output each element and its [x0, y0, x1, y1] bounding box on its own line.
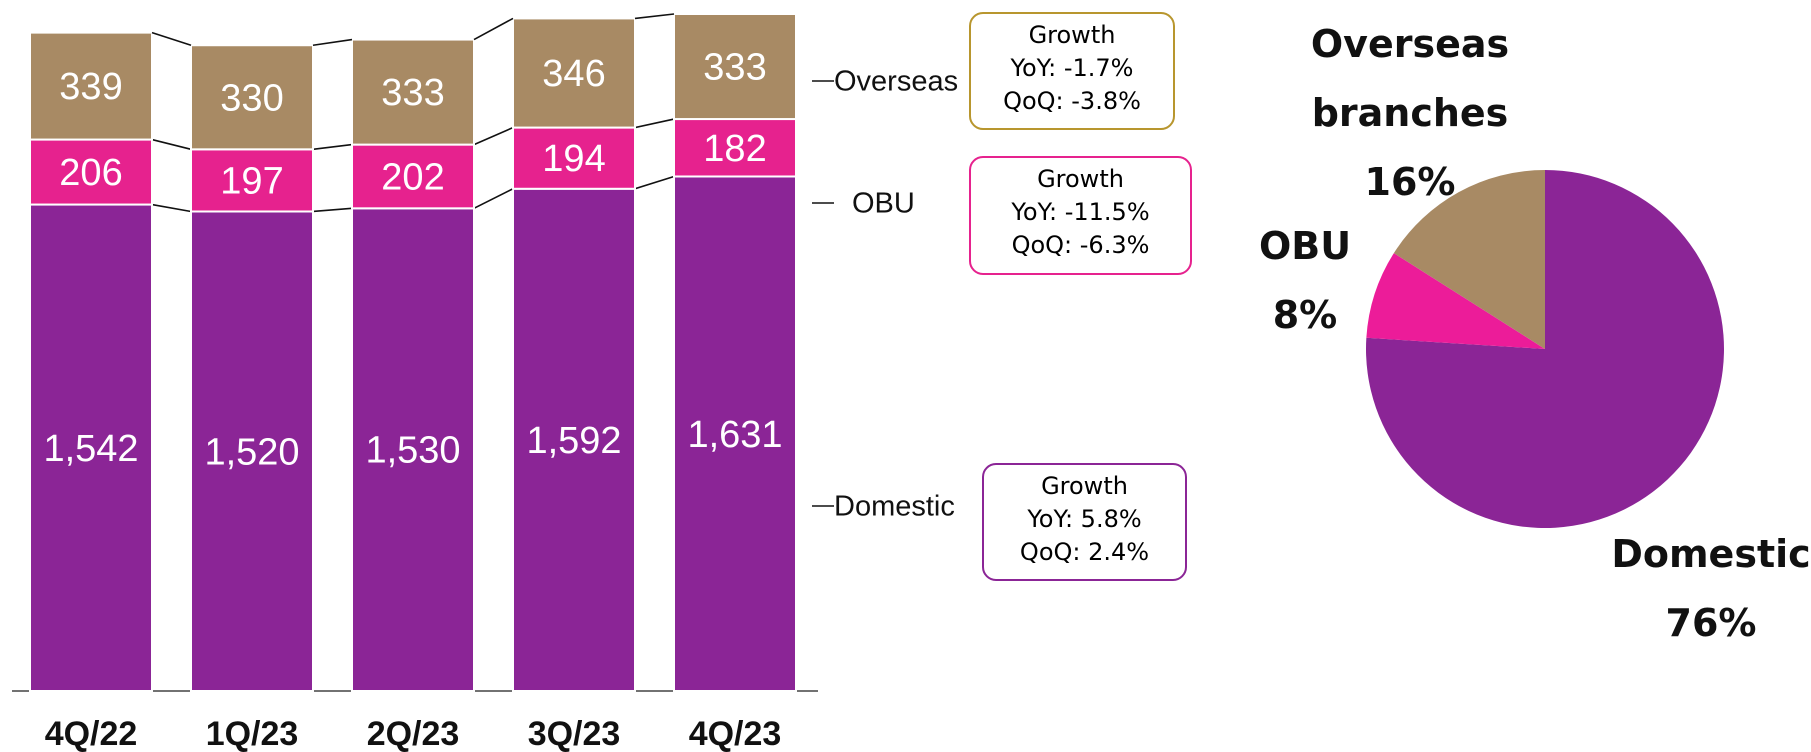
growth-text: QoQ: -3.8% — [1003, 87, 1141, 115]
value-label: 330 — [220, 77, 283, 119]
pie-label: OBU 8% — [1175, 212, 1435, 350]
bar-segment — [512, 17, 636, 129]
value-label: 206 — [59, 152, 122, 194]
connector — [473, 188, 514, 210]
growth-text: QoQ: -6.3% — [1011, 231, 1150, 259]
bar-segment — [673, 13, 797, 121]
bar-segment — [29, 138, 153, 206]
growth-text: Growth — [1041, 472, 1128, 500]
pie-slice — [1393, 170, 1545, 349]
connector — [151, 31, 192, 46]
value-label: 1,542 — [43, 428, 138, 470]
growth-text: Growth — [1037, 165, 1124, 193]
bar-segment — [351, 143, 475, 210]
bar-segment — [673, 175, 797, 692]
connector — [312, 38, 353, 47]
pie-label-value: 76% — [1665, 601, 1757, 645]
value-label: 333 — [703, 47, 766, 89]
pie-label-name: OBU — [1258, 224, 1352, 268]
value-label: 197 — [220, 160, 283, 202]
connector — [151, 138, 192, 151]
growth-box: Growth YoY: -11.5% QoQ: -6.3% — [969, 156, 1192, 275]
value-label: 346 — [542, 53, 605, 95]
growth-text: Growth — [1028, 21, 1116, 49]
growth-text: QoQ: 2.4% — [1019, 538, 1150, 566]
x-tick-label: 4Q/22 — [45, 715, 138, 752]
x-tick-label: 2Q/23 — [367, 715, 460, 752]
series-label: Overseas — [834, 66, 958, 98]
pie-label: Overseas branches 16% — [1300, 10, 1520, 217]
value-label: 1,530 — [365, 430, 460, 472]
connector — [473, 126, 514, 146]
pie-label-name: Domestic — [1611, 532, 1811, 576]
connector — [151, 203, 192, 213]
pie-label-name: Overseas branches — [1310, 22, 1510, 135]
series-label: Domestic — [834, 491, 955, 523]
pie-label: Domestic 76% — [1581, 520, 1811, 658]
bar-segment — [190, 210, 314, 692]
x-tick-label: 4Q/23 — [689, 715, 782, 752]
value-label: 194 — [542, 138, 605, 180]
value-label: 182 — [703, 128, 766, 170]
bar-segment — [190, 44, 314, 151]
pie-slice — [1366, 170, 1725, 528]
value-label: 1,592 — [526, 420, 621, 462]
growth-text: YoY: 5.8% — [1027, 505, 1142, 533]
bar-segment — [512, 187, 636, 693]
connector — [634, 13, 675, 20]
value-label: 202 — [381, 156, 444, 198]
connector — [473, 17, 514, 41]
bar-segment — [512, 126, 636, 190]
bar-segment — [190, 148, 314, 213]
bar-segment — [29, 203, 153, 692]
x-tick-label: 3Q/23 — [528, 715, 621, 752]
value-label: 1,631 — [687, 414, 782, 456]
growth-text: YoY: -1.7% — [1010, 54, 1134, 82]
pie-label-value: 8% — [1272, 293, 1338, 337]
growth-box: Growth YoY: 5.8% QoQ: 2.4% — [982, 463, 1187, 581]
growth-box: Growth YoY: -1.7% QoQ: -3.8% — [969, 12, 1175, 130]
connector — [634, 118, 675, 129]
value-label: 1,520 — [204, 431, 299, 473]
bar-segment — [351, 38, 475, 146]
connector — [634, 175, 675, 190]
value-label: 333 — [381, 72, 444, 114]
connector — [312, 207, 353, 213]
x-tick-label: 1Q/23 — [206, 715, 299, 752]
bar-segment — [29, 31, 153, 141]
connector — [312, 143, 353, 151]
pie-label-value: 16% — [1364, 160, 1456, 204]
series-label: OBU — [852, 188, 915, 220]
growth-text: YoY: -11.5% — [1011, 198, 1150, 226]
pie-slice — [1366, 253, 1545, 349]
value-label: 339 — [59, 66, 122, 108]
